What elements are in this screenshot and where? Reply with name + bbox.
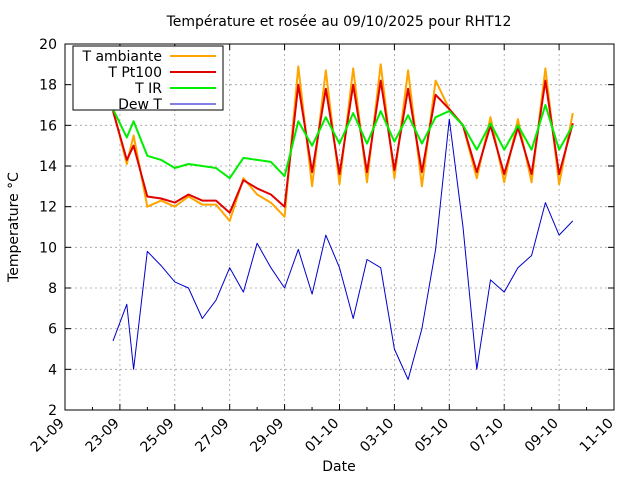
series-line-3: [112, 118, 574, 380]
legend-label: T Pt100: [107, 65, 162, 81]
series-line-2: [112, 104, 574, 180]
y-tick-label: 18: [39, 78, 57, 94]
y-tick-label: 10: [39, 240, 57, 256]
x-axis-label: Date: [322, 459, 355, 475]
y-tick-label: 16: [39, 118, 57, 134]
y-tick-label: 4: [48, 362, 57, 378]
legend-label: T ambiante: [81, 49, 162, 65]
legend-label: Dew T: [118, 97, 162, 113]
series-line-1: [112, 79, 574, 214]
chart-title: Température et rosée au 09/10/2025 pour …: [166, 14, 512, 30]
series-lines: [112, 63, 574, 380]
y-tick-label: 8: [48, 281, 57, 297]
y-tick-label: 12: [39, 200, 57, 216]
y-tick-label: 14: [39, 159, 57, 175]
legend-label: T IR: [134, 81, 162, 97]
y-axis-label: Temperature °C: [6, 172, 22, 283]
y-tick-label: 6: [48, 322, 57, 338]
y-tick-label: 2: [48, 403, 57, 419]
y-tick-label: 20: [39, 37, 57, 53]
